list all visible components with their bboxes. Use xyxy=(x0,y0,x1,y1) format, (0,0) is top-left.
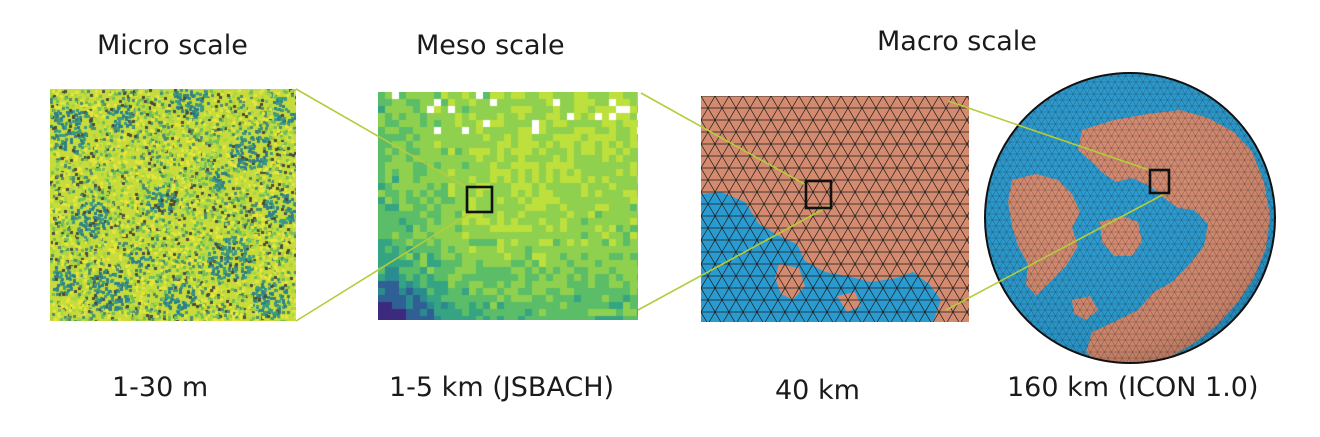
meso-scale-map xyxy=(378,92,638,320)
micro-scale-title: Micro scale xyxy=(97,30,248,61)
globe-zoom-marker xyxy=(1148,168,1171,195)
meso-zoom-marker xyxy=(465,185,494,214)
meso-scale-resolution: 1-5 km (JSBACH) xyxy=(389,372,615,403)
micro-scale-resolution: 1-30 m xyxy=(112,372,209,403)
macro-scale-title: Macro scale xyxy=(877,26,1037,57)
connector-micro-meso-bottom xyxy=(295,212,471,322)
meso-scale-title: Meso scale xyxy=(416,30,565,61)
connector-macro-globe-top xyxy=(947,100,1153,172)
macro-scale-resolution: 40 km xyxy=(775,375,860,406)
connector-meso-macro-top xyxy=(640,92,807,186)
connector-micro-meso-top xyxy=(295,88,471,190)
macro-zoom-marker xyxy=(804,179,833,210)
micro-scale-map xyxy=(50,89,296,321)
global-icon-grid-globe xyxy=(984,72,1276,364)
global-scale-resolution: 160 km (ICON 1.0) xyxy=(1007,372,1259,403)
regional-mesh-map xyxy=(701,96,969,322)
connector-meso-macro-bottom xyxy=(637,204,832,311)
connector-macro-globe-bottom xyxy=(945,192,1167,311)
